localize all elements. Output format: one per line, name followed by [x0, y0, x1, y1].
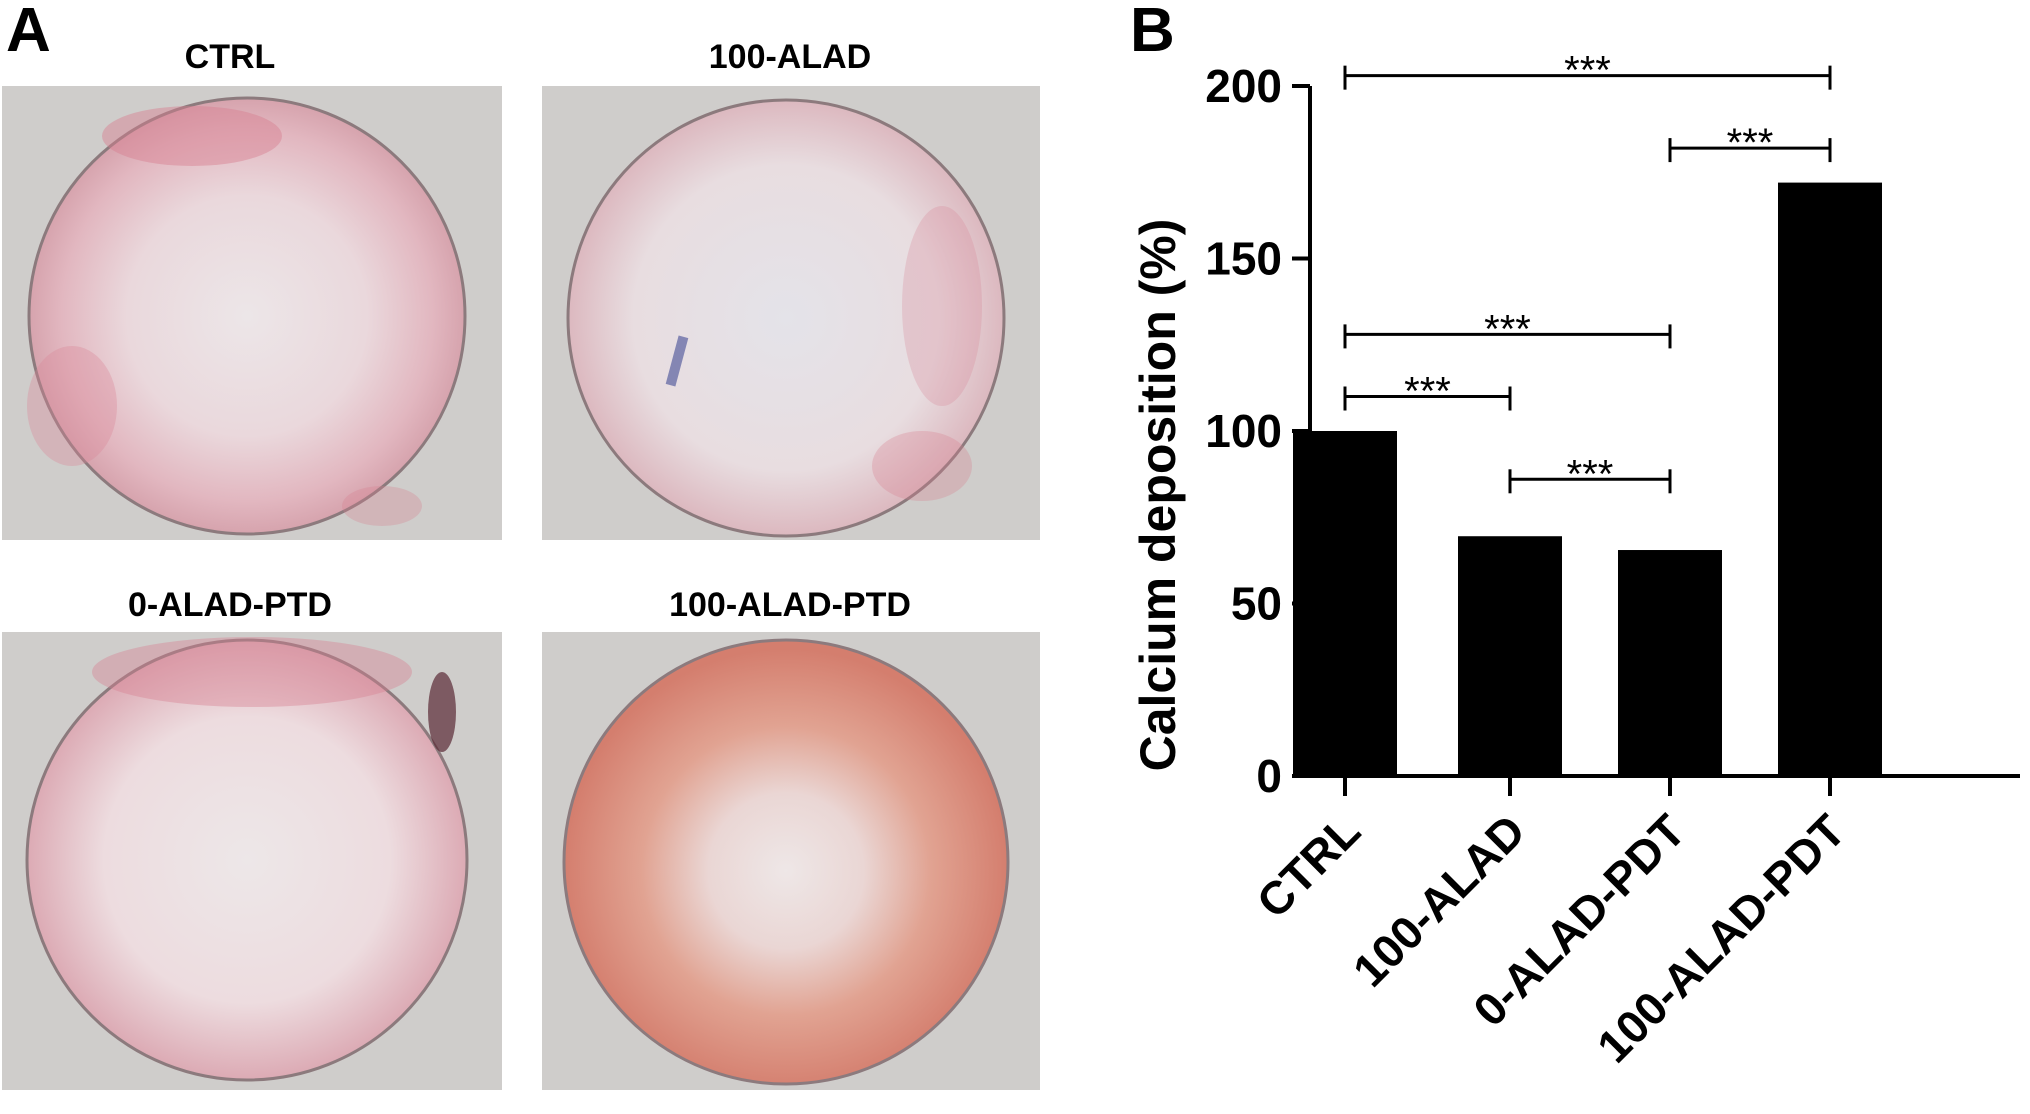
y-tick-label: 200: [1205, 60, 1282, 112]
well-label-100-alad: 100-ALAD: [708, 38, 872, 76]
well-image-0-alad-ptd: [25, 637, 469, 1082]
bar-chart-svg: 0 50 100 150 200 CTRL100-ALAD0-ALAD-PDT100-A…: [1130, 49, 2020, 1072]
panel-a-label: A: [6, 0, 51, 65]
significance-label: ***: [1484, 307, 1531, 351]
y-tick-label: 150: [1205, 233, 1282, 285]
well-label-100-alad-ptd: 100-ALAD-PTD: [669, 586, 911, 624]
significance-brackets: *** *** *** *** ***: [1343, 49, 1832, 496]
panel-b-label: B: [1130, 0, 1175, 65]
well-image-ctrl: [27, 96, 467, 536]
well-photo-100-alad-ptd: [542, 632, 1040, 1090]
significance-label: ***: [1567, 452, 1614, 496]
y-axis: 0 50 100 150 200: [1205, 60, 1312, 802]
well-photo-0-alad-ptd: [2, 632, 502, 1090]
significance-label: ***: [1404, 370, 1451, 414]
y-tick-label: 0: [1256, 750, 1282, 802]
y-tick-label: 50: [1231, 578, 1282, 630]
well-label-ctrl: CTRL: [184, 38, 276, 76]
y-tick-label: 100: [1205, 405, 1282, 457]
well-photo-100-alad: [542, 86, 1040, 540]
bar-0-alad-pdt: [1618, 550, 1722, 776]
well-image-100-alad-ptd: [562, 638, 1010, 1086]
well-label-0-alad-ptd: 0-ALAD-PTD: [128, 586, 332, 624]
bar-100-alad-pdt: [1778, 182, 1882, 777]
significance-label: ***: [1564, 49, 1611, 93]
x-tick-label: CTRL: [1247, 804, 1370, 927]
calcium-deposition-chart: 0 50 100 150 200 CTRL 100-ALAD 0-ALAD-PDT 100-A…: [1100, 0, 2030, 1109]
well-image-100-alad: [566, 98, 1006, 538]
well-photo-ctrl: [2, 86, 502, 540]
bar-100-alad: [1458, 536, 1562, 776]
significance-label: ***: [1727, 121, 1774, 165]
y-axis-title: Calcium deposition (%): [1130, 219, 1186, 772]
